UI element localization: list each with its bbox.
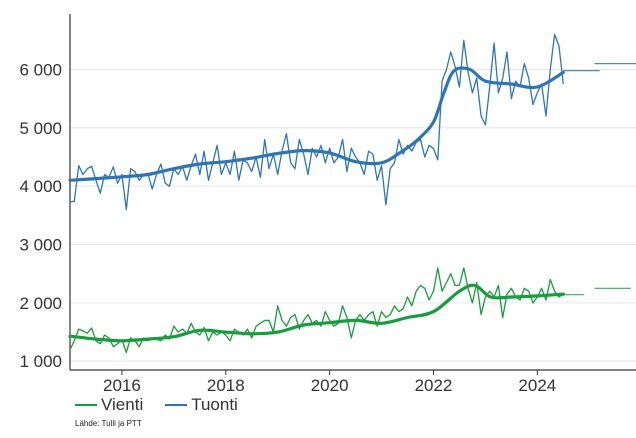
tick-labels: 1 000 2 000 3 000 4 000 5 000 6 000 2016 2018 20… bbox=[19, 60, 556, 395]
source-note: Lähde: Tulli ja PTT bbox=[75, 419, 142, 428]
y-tick-label: 1 000 bbox=[19, 352, 62, 371]
y-tick-label: 3 000 bbox=[19, 236, 62, 255]
x-tick-label: 2020 bbox=[311, 376, 349, 395]
legend-label-vienti: Vienti bbox=[101, 395, 144, 414]
y-tick-label: 5 000 bbox=[19, 119, 62, 138]
y-tick-label: 4 000 bbox=[19, 177, 62, 196]
legend-item-tuonti: Tuonti bbox=[165, 395, 238, 415]
legend: Vienti Tuonti bbox=[75, 395, 238, 415]
series-lines bbox=[68, 33, 636, 354]
y-tick-label: 6 000 bbox=[19, 60, 62, 79]
legend-swatch-vienti bbox=[75, 404, 97, 406]
series-line-vienti-trend bbox=[68, 283, 565, 343]
axes bbox=[69, 14, 636, 375]
gridlines bbox=[70, 68, 636, 362]
legend-item-vienti: Vienti bbox=[75, 395, 143, 415]
y-tick-label: 2 000 bbox=[19, 294, 62, 313]
legend-label-tuonti: Tuonti bbox=[191, 395, 238, 414]
series-line-tuonti-monthly bbox=[69, 33, 564, 211]
x-tick-label: 2024 bbox=[518, 376, 556, 395]
x-tick-label: 2016 bbox=[103, 376, 141, 395]
series-line-tuonti-trend bbox=[68, 66, 565, 182]
legend-swatch-tuonti bbox=[165, 404, 188, 406]
x-tick-label: 2022 bbox=[415, 376, 453, 395]
x-tick-label: 2018 bbox=[207, 376, 245, 395]
